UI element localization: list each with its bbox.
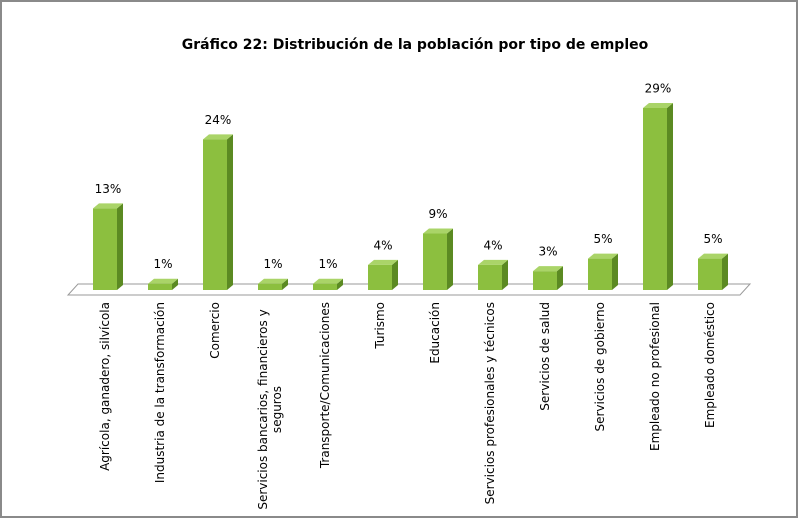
bar <box>93 203 123 290</box>
bar-top <box>203 134 233 140</box>
bar <box>698 253 728 290</box>
bar <box>643 103 673 290</box>
data-label: 4% <box>483 238 502 252</box>
bar-front <box>203 139 227 290</box>
x-tick-label: Educación <box>428 302 442 364</box>
bar-top <box>258 278 288 284</box>
bar-side <box>282 278 288 290</box>
data-label: 3% <box>538 245 557 259</box>
chart-title: Gráfico 22: Distribución de la población… <box>182 37 649 53</box>
bar-side <box>722 253 728 290</box>
data-label: 4% <box>373 238 392 252</box>
x-tick-label: Comercio <box>208 302 222 359</box>
bar <box>588 253 618 290</box>
bar <box>423 228 453 290</box>
bar-front <box>423 233 447 290</box>
bar-front <box>148 283 172 290</box>
bar-side <box>337 278 343 290</box>
x-tick-label: Industria de la transformación <box>153 302 167 484</box>
bar <box>203 134 233 290</box>
floor <box>66 283 752 296</box>
bar-front <box>368 264 392 290</box>
x-tick-label: Empleado doméstico <box>703 302 717 428</box>
data-label: 29% <box>645 82 672 96</box>
bar-top <box>148 278 178 284</box>
data-label: 1% <box>263 257 282 271</box>
data-label: 9% <box>428 207 447 221</box>
bar-side <box>557 266 563 290</box>
bar-side <box>667 103 673 290</box>
bar <box>368 259 398 290</box>
bar-front <box>643 108 667 290</box>
x-tick-label: Servicios de gobierno <box>593 302 607 432</box>
bar-front <box>533 271 557 290</box>
x-tick-label: Transporte/Comunicaciones <box>318 302 332 469</box>
data-label: 1% <box>318 257 337 271</box>
bar <box>478 259 508 290</box>
bar-front <box>478 264 502 290</box>
data-label: 24% <box>205 113 232 127</box>
bar-side <box>117 203 123 290</box>
bar-top <box>423 228 453 234</box>
bar-front <box>588 258 612 290</box>
data-label: 5% <box>593 232 612 246</box>
bar-front <box>93 208 117 290</box>
bar-side <box>612 253 618 290</box>
data-label: 1% <box>153 257 172 271</box>
bar-top <box>93 203 123 209</box>
x-tick-label: Servicios bancarios, financieros y segur… <box>256 309 284 510</box>
bar-front <box>313 283 337 290</box>
bar-top <box>478 259 508 265</box>
bar-top <box>368 259 398 265</box>
x-tick-label: Servicios profesionales y técnicos <box>483 302 497 505</box>
bar-side <box>447 228 453 290</box>
bar-side <box>502 259 508 290</box>
bar-top <box>643 103 673 108</box>
x-tick-label: Empleado no profesional <box>648 302 662 451</box>
bar-side <box>172 278 178 290</box>
bar-side <box>392 259 398 290</box>
bar-top <box>313 278 343 284</box>
data-label: 13% <box>95 182 122 196</box>
x-tick-label: Servicios de salud <box>538 302 552 411</box>
bar-front <box>258 283 282 290</box>
bar <box>148 278 178 290</box>
bar <box>313 278 343 290</box>
bar-side <box>227 134 233 290</box>
bar <box>533 266 563 290</box>
x-tick-label: Turismo <box>373 302 387 349</box>
x-tick-label: Agrícola, ganadero, silvícola <box>98 302 112 471</box>
bar-front <box>698 258 722 290</box>
bar-top <box>533 266 563 272</box>
bar <box>258 278 288 290</box>
bar-top <box>698 253 728 259</box>
bar-top <box>588 253 618 259</box>
data-label: 5% <box>703 232 722 246</box>
